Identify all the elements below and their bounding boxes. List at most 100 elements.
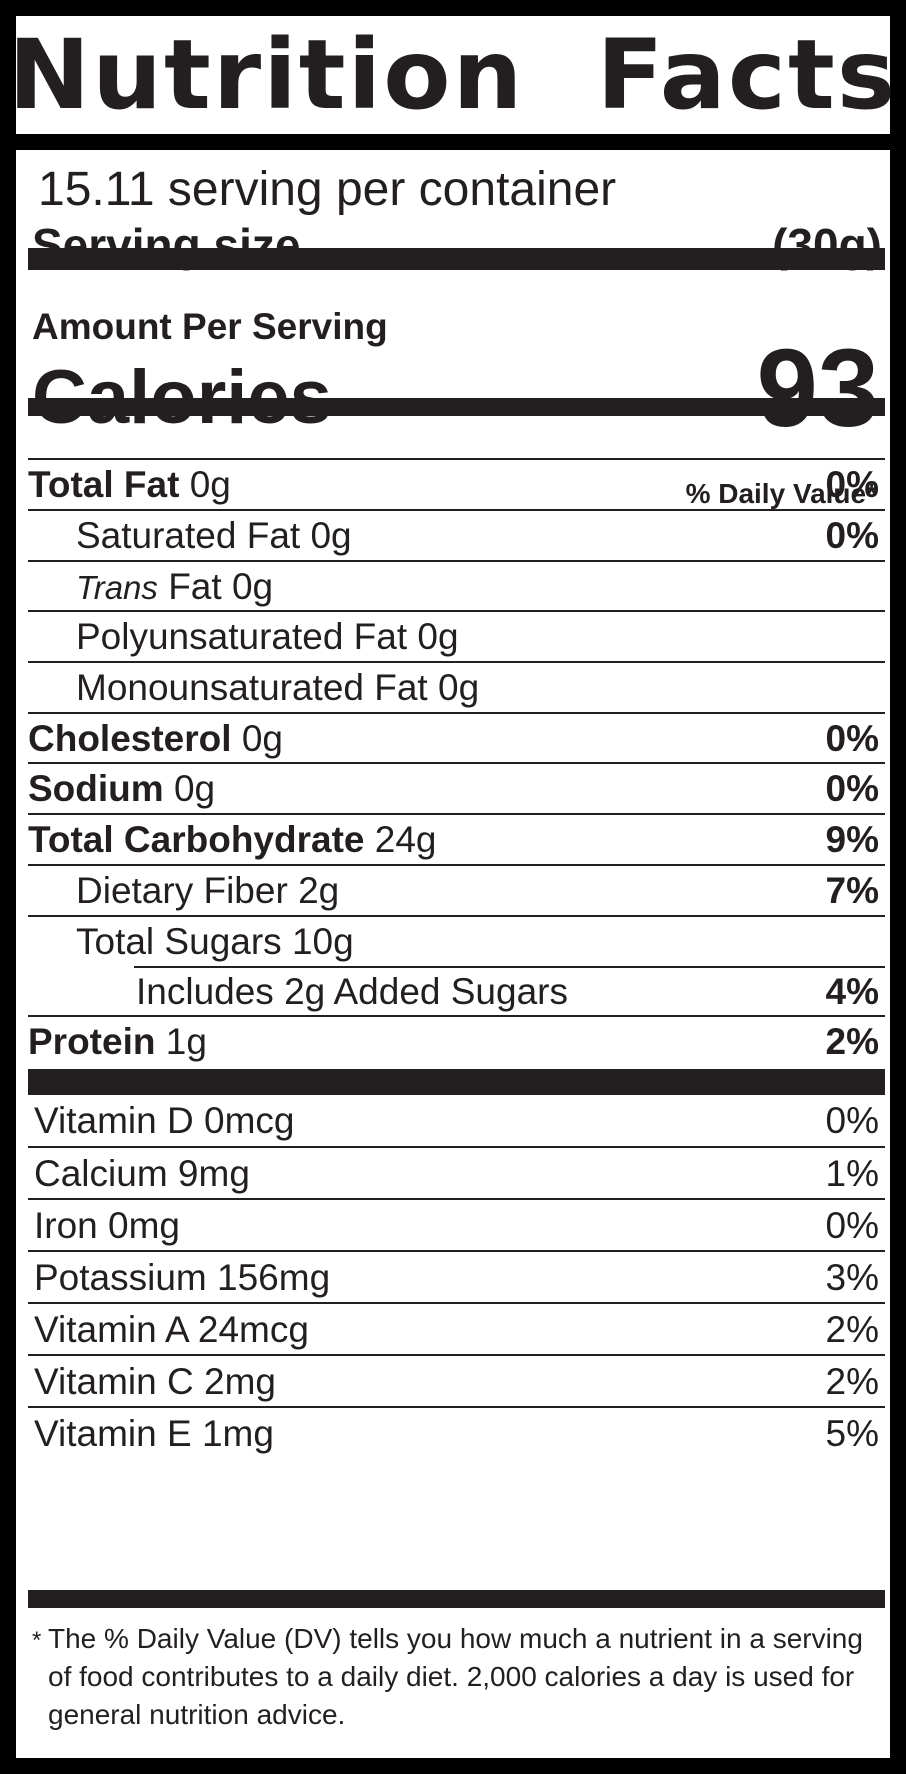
nutrient-amount: 24g (374, 819, 437, 860)
vitamin-row-calcium: Calcium 9mg 1% (28, 1148, 885, 1200)
divider-line (28, 509, 885, 511)
nutrient-label: Sodium 0g (28, 768, 215, 810)
label-panel: 15.11 serving per container Serving size… (16, 150, 890, 1758)
divider-line (28, 458, 885, 460)
nutrient-name: Fat (168, 566, 222, 607)
vitamin-dv: 1% (825, 1153, 879, 1194)
vitamin-dv: 0% (825, 1100, 879, 1141)
divider-line (28, 762, 885, 764)
footnote: * The % Daily Value (DV) tells you how m… (32, 1620, 882, 1734)
vitamin-name: Calcium 9mg (34, 1153, 250, 1194)
nutrient-label: Saturated Fat 0g (28, 515, 352, 557)
nutrient-amount: 2g (298, 870, 340, 911)
vitamin-name: Vitamin C 2mg (34, 1361, 276, 1402)
divider-line (28, 1250, 885, 1252)
nutrient-name: Includes 2g Added Sugars (136, 971, 568, 1012)
label-title: Nutrition Facts (8, 19, 898, 131)
nutrient-row-dietary-fiber: Dietary Fiber 2g 7% (28, 866, 885, 916)
nutrient-row-saturated-fat: Saturated Fat 0g 0% (28, 511, 885, 561)
nutrient-row-sodium: Sodium 0g 0% (28, 764, 885, 814)
divider-line (28, 661, 885, 663)
nutrient-dv: 9% (825, 819, 879, 860)
vitamin-row-vitamin-e: Vitamin E 1mg 5% (28, 1408, 885, 1460)
nutrient-dv: 7% (825, 870, 879, 911)
vitamin-row-vitamin-c: Vitamin C 2mg 2% (28, 1356, 885, 1408)
vitamin-row-vitamin-d: Vitamin D 0mcg 0% (28, 1095, 885, 1147)
nutrient-amount: 0g (417, 616, 459, 657)
vitamin-name: Vitamin D 0mcg (34, 1100, 295, 1141)
nutrient-label: Protein 1g (28, 1021, 207, 1063)
nutrient-amount: 1g (165, 1021, 207, 1062)
nutrient-amount: 0g (241, 718, 283, 759)
nutrient-amount: 0g (438, 667, 480, 708)
vitamin-name: Potassium 156mg (34, 1257, 331, 1298)
nutrient-label: Total Sugars 10g (28, 921, 354, 963)
vitamin-row-iron: Iron 0mg 0% (28, 1200, 885, 1252)
nutrient-name: Polyunsaturated Fat (76, 616, 408, 657)
servings-per-container: 15.11 serving per container (38, 163, 617, 216)
thick-divider (28, 1590, 885, 1608)
nutrient-name: Protein (28, 1021, 156, 1062)
nutrient-label: Total Carbohydrate 24g (28, 819, 436, 861)
footnote-text: The % Daily Value (DV) tells you how muc… (48, 1623, 863, 1730)
divider-line (28, 1302, 885, 1304)
vitamin-dv: 2% (825, 1309, 879, 1350)
nutrient-amount: 0g (173, 768, 216, 809)
divider-line (28, 1146, 885, 1148)
vitamin-dv: 2% (825, 1361, 879, 1402)
nutrient-row-total-sugars: Total Sugars 10g (28, 917, 885, 967)
nutrient-label: Trans Fat 0g (28, 566, 273, 608)
nutrient-name: Monounsaturated Fat (76, 667, 428, 708)
divider-line (28, 560, 885, 562)
nutrient-name: Total Fat (28, 464, 180, 505)
divider-line (28, 813, 885, 815)
divider-line (28, 1015, 885, 1017)
nutrient-name: Sodium (28, 768, 164, 809)
nutrient-dv: 0% (825, 464, 879, 505)
divider-line (28, 864, 885, 866)
thick-divider (28, 248, 885, 270)
nutrient-row-polyunsaturated-fat: Polyunsaturated Fat 0g (28, 612, 885, 662)
nutrient-name: Saturated Fat (76, 515, 301, 556)
nutrient-row-added-sugars: Includes 2g Added Sugars 4% (28, 968, 885, 1016)
calories-label: Calories (32, 360, 332, 436)
nutrient-name: Cholesterol (28, 718, 232, 759)
nutrient-name: Dietary Fiber (76, 870, 288, 911)
nutrient-row-trans-fat: Trans Fat 0g (28, 562, 885, 612)
thick-divider (28, 398, 885, 416)
divider-line (28, 915, 885, 917)
nutrient-amount: 0g (231, 566, 274, 607)
nutrient-dv: 4% (825, 971, 879, 1012)
vitamin-row-potassium: Potassium 156mg 3% (28, 1252, 885, 1304)
vitamin-name: Vitamin A 24mcg (34, 1309, 309, 1350)
nutrient-row-total-fat: Total Fat 0g 0% (28, 460, 885, 510)
divider-line (28, 712, 885, 714)
nutrient-dv: 0% (825, 768, 879, 809)
nutrient-amount: 0g (310, 515, 352, 556)
title-band: Nutrition Facts (9, 16, 895, 134)
nutrient-dv: 0% (825, 718, 879, 759)
vitamin-dv: 5% (825, 1413, 879, 1454)
nutrient-name-italic: Trans (76, 569, 158, 606)
nutrient-dv: 2% (825, 1021, 879, 1062)
nutrient-amount: 0g (189, 464, 231, 505)
amount-per-serving: Amount Per Serving (32, 306, 388, 347)
nutrient-name: Total Carbohydrate (28, 819, 365, 860)
divider-line (28, 1198, 885, 1200)
nutrient-row-monounsaturated-fat: Monounsaturated Fat 0g (28, 663, 885, 713)
vitamin-name: Vitamin E 1mg (34, 1413, 274, 1454)
thick-divider (28, 1069, 885, 1095)
calories-value: 93 (756, 327, 879, 450)
vitamin-dv: 0% (825, 1205, 879, 1246)
nutrient-label: Dietary Fiber 2g (28, 870, 339, 912)
vitamin-dv: 3% (825, 1257, 879, 1298)
divider-line (28, 1406, 885, 1408)
nutrient-label: Monounsaturated Fat 0g (28, 667, 479, 709)
divider-line (28, 1354, 885, 1356)
nutrient-name: Total Sugars (76, 921, 282, 962)
nutrient-label: Includes 2g Added Sugars (28, 971, 568, 1013)
vitamin-name: Iron 0mg (34, 1205, 181, 1246)
nutrient-amount: 10g (291, 921, 354, 962)
divider-line (134, 966, 885, 968)
vitamin-row-vitamin-a: Vitamin A 24mcg 2% (28, 1304, 885, 1356)
